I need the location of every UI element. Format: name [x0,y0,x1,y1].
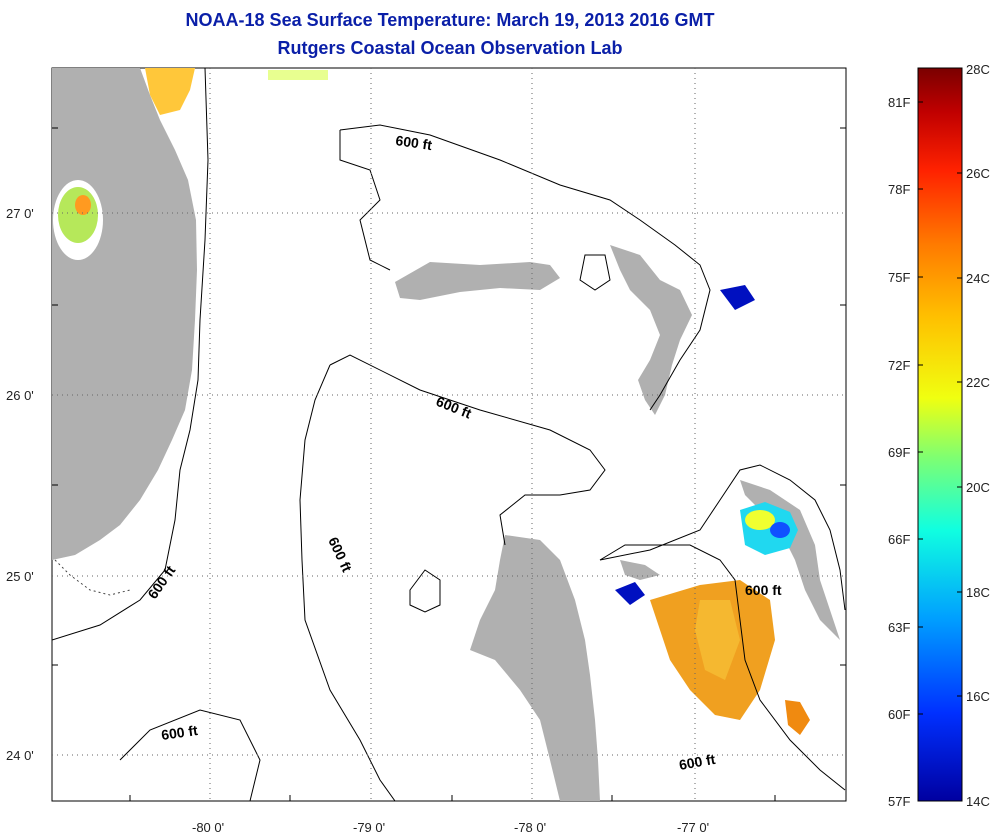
colorbar-c-labels: 28C 26C 24C 22C 20C 18C 16C 14C [966,62,990,809]
colorbar-f-label: 57F [888,794,910,809]
x-axis-label: -79 0' [353,820,385,835]
bathymetry-contours [52,68,846,801]
frame-ticks [52,127,846,801]
colorbar-c-label: 28C [966,62,990,77]
colorbar-c-label: 26C [966,166,990,181]
andros-land [470,535,600,801]
colorbar-c-label: 24C [966,271,990,286]
y-axis-label: 26 0' [6,388,34,403]
lat-lon-grid [52,68,846,801]
cold-sst-patch-north [720,285,755,310]
florida-keys [54,559,131,596]
abaco-land [610,245,692,415]
colorbar-f-label: 72F [888,358,910,373]
contour-label: 600 ft [395,132,434,153]
colorbar-f-label: 63F [888,620,910,635]
map-content: 600 ft 600 ft 600 ft 600 ft 600 ft 600 f… [52,68,846,801]
colorbar-f-label: 78F [888,182,910,197]
colorbar-c-label: 16C [966,689,990,704]
x-axis-label: -78 0' [514,820,546,835]
north-sst-patch [145,68,195,115]
map-subtitle: Rutgers Coastal Ocean Observation Lab [277,38,623,58]
colorbar [917,67,963,802]
y-axis-label: 27 0' [6,206,34,221]
y-axis-label: 25 0' [6,569,34,584]
new-providence-land [620,560,660,580]
colorbar-c-label: 18C [966,585,990,600]
colorbar-f-label: 75F [888,270,910,285]
colorbar-f-label: 69F [888,445,910,460]
contour-label: 600 ft [160,722,199,743]
colorbar-f-label: 66F [888,532,910,547]
x-axis-label: -80 0' [192,820,224,835]
map-title: NOAA-18 Sea Surface Temperature: March 1… [185,10,715,30]
colorbar-ticks [918,101,962,715]
colorbar-f-labels: 81F 78F 75F 72F 69F 66F 63F 60F 57F [888,95,910,809]
cold-sst-patch [615,582,645,605]
colorbar-f-label: 81F [888,95,910,110]
x-axis-label: -77 0' [677,820,709,835]
colorbar-f-label: 60F [888,707,910,722]
colorbar-c-label: 14C [966,794,990,809]
contour-label: 600 ft [678,751,717,773]
colorbar-c-label: 20C [966,480,990,495]
contour-label: 600 ft [745,582,782,598]
y-axis-label: 24 0' [6,748,34,763]
eleuthera-land [740,480,840,640]
grand-bahama-land [395,262,560,300]
colorbar-c-label: 22C [966,375,990,390]
